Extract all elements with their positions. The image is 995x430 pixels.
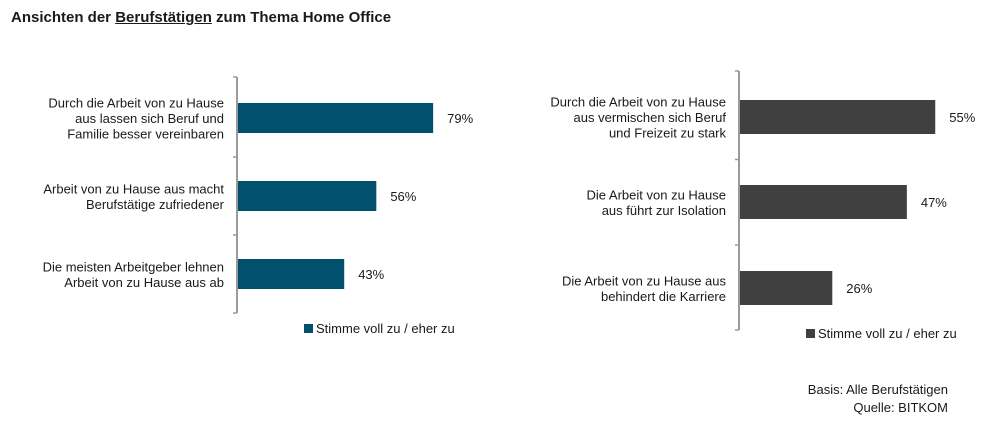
category-label-line: aus führt zur Isolation: [602, 203, 726, 218]
category-label-line: Arbeit von zu Hause aus ab: [64, 275, 224, 290]
category-label: Die meisten Arbeitgeber lehnen Arbeit von…: [43, 259, 224, 290]
category-label-line: aus lassen sich Beruf und: [75, 111, 224, 126]
data-label: 43%: [358, 267, 384, 282]
category-label-line: Durch die Arbeit von zu Hause: [48, 96, 224, 111]
chart-1: 79% Durch die Arbeit von zu Hause aus lass…: [43, 76, 474, 336]
category-label: Die Arbeit von zu Hause aus behindert die…: [562, 273, 727, 304]
chart-footer: Basis: Alle Berufstätigen Quelle: BITKOM: [760, 381, 948, 417]
category-label-line: Die Arbeit von zu Hause: [587, 187, 726, 202]
bar: [238, 259, 345, 289]
category-label-line: Arbeit von zu Hause aus macht: [43, 181, 224, 196]
data-label: 47%: [921, 195, 947, 210]
data-label: 56%: [390, 189, 416, 204]
bar: [238, 181, 377, 211]
basis-note: Basis: Alle Berufstätigen: [807, 382, 948, 397]
bar: [740, 185, 907, 219]
category-label-line: Die meisten Arbeitgeber lehnen: [43, 259, 224, 274]
category-label: Arbeit von zu Hause aus macht Berufstätig…: [43, 181, 224, 212]
legend-label: Stimme voll zu / eher zu: [316, 321, 455, 336]
data-label: 79%: [447, 111, 473, 126]
category-label: Die Arbeit von zu Hause aus führt zur Iso…: [587, 187, 726, 218]
title-prefix: Ansichten der: [11, 9, 116, 26]
category-label: Durch die Arbeit von zu Hause aus vermisc…: [550, 95, 726, 141]
category-label: Durch die Arbeit von zu Hause aus lassen …: [48, 96, 224, 142]
title-suffix: zum Thema Home Office: [211, 9, 392, 26]
category-label-line: Durch die Arbeit von zu Hause: [550, 95, 726, 110]
data-label: 26%: [846, 281, 872, 296]
category-label-line: Familie besser vereinbaren: [67, 127, 224, 142]
bar: [238, 103, 434, 133]
category-label-line: behindert die Karriere: [601, 289, 726, 304]
source-note: Quelle: BITKOM: [853, 400, 948, 415]
category-label-line: Die Arbeit von zu Hause aus: [562, 273, 727, 288]
chart-2: 55% Durch die Arbeit von zu Hause aus verm…: [550, 70, 976, 341]
legend-swatch: [806, 329, 815, 338]
data-label: 55%: [949, 110, 975, 125]
legend-swatch: [304, 324, 313, 333]
chart-title: Ansichten der Berufstätigen zum Thema Ho…: [11, 9, 391, 26]
title-underlined: Berufstätigen: [115, 9, 212, 26]
legend-label: Stimme voll zu / eher zu: [818, 326, 957, 341]
category-label-line: und Freizeit zu stark: [609, 126, 727, 141]
bar: [740, 271, 833, 305]
category-label-line: Berufstätige zufriedener: [86, 197, 225, 212]
category-label-line: aus vermischen sich Beruf: [574, 110, 727, 125]
bar: [740, 100, 936, 134]
